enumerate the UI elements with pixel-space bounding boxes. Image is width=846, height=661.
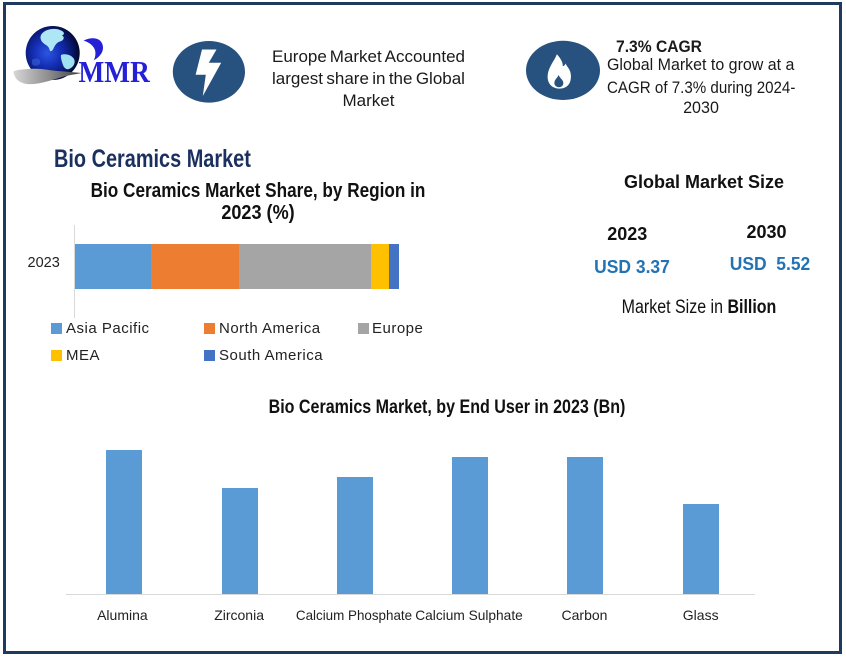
svg-text:MMR: MMR [79,55,151,89]
